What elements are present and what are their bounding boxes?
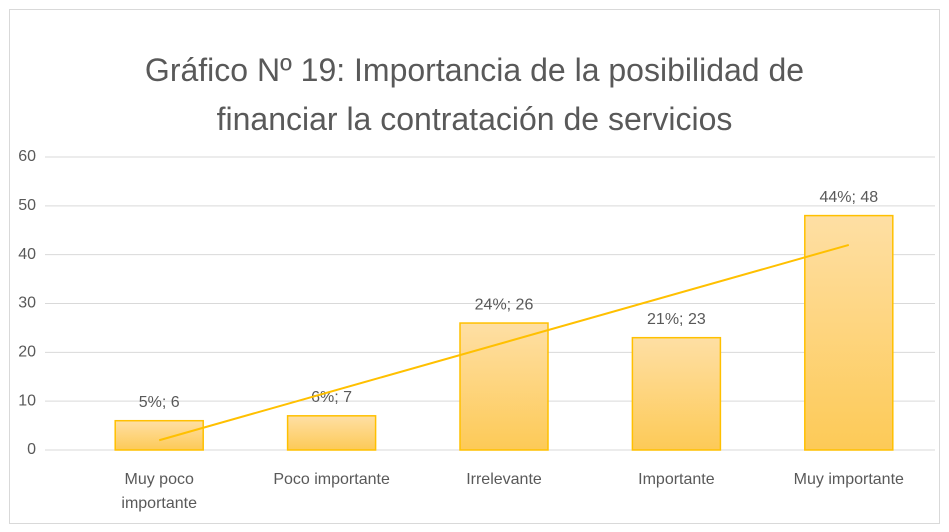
data-label: 24%; 26: [475, 296, 534, 313]
bar: [286, 415, 377, 451]
data-label: 44%; 48: [819, 189, 878, 206]
chart-title: Gráfico Nº 19: Importancia de la posibil…: [144, 52, 805, 137]
bar: [459, 322, 549, 451]
y-tick-label: 0: [27, 441, 36, 458]
y-tick-label: 30: [18, 295, 36, 312]
x-tick-label: Muy poco importante: [121, 471, 197, 512]
y-tick-label: 60: [18, 148, 36, 165]
y-tick-label: 10: [18, 392, 36, 409]
data-label: 5%; 6: [139, 394, 180, 411]
data-label: 21%; 23: [647, 311, 706, 328]
bar: [114, 419, 204, 451]
y-tick-label: 40: [18, 246, 36, 263]
y-tick-label: 50: [18, 197, 36, 214]
x-tick-label: Muy importante: [793, 471, 904, 488]
bar: [631, 336, 722, 451]
x-tick-label: Irrelevante: [466, 471, 542, 488]
y-tick-label: 20: [18, 344, 36, 361]
x-tick-label: Poco importante: [273, 471, 390, 488]
trendline: [158, 243, 850, 442]
x-tick-label: Importante: [638, 471, 715, 488]
bar: [804, 214, 894, 451]
